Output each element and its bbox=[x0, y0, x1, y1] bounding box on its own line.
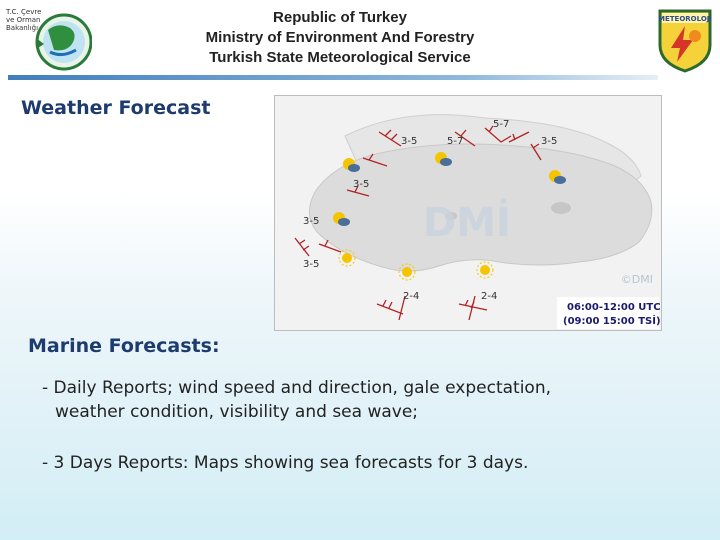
partly-cloudy-icon bbox=[435, 152, 452, 166]
weather-map-canvas: DMİ ©DMI bbox=[294, 114, 661, 329]
wind-label: 3-5 bbox=[541, 136, 557, 147]
ministry-logo: T.C. Çevre ve Orman Bakanlığı bbox=[6, 8, 93, 72]
wind-label: 3-5 bbox=[353, 179, 369, 190]
wind-label: 2-4 bbox=[403, 291, 419, 302]
header-title: Republic of Turkey Ministry of Environme… bbox=[180, 8, 500, 68]
wind-label: 3-5 bbox=[401, 136, 417, 147]
meteorology-emblem-icon bbox=[658, 9, 712, 73]
weather-icons bbox=[333, 152, 566, 281]
sunny-icon bbox=[476, 261, 494, 279]
ministry-logo-text: T.C. Çevre ve Orman Bakanlığı bbox=[6, 8, 42, 32]
wind-label: 5-7 bbox=[493, 119, 509, 130]
header-title-line-1: Republic of Turkey bbox=[273, 9, 407, 26]
sunny-icon bbox=[338, 249, 356, 267]
header-divider bbox=[8, 75, 658, 80]
wind-barbs bbox=[294, 125, 542, 321]
partly-cloudy-icon bbox=[343, 158, 360, 172]
three-day-reports-item: - 3 Days Reports: Maps showing sea forec… bbox=[42, 451, 682, 475]
map-copyright: ©DMI bbox=[621, 273, 653, 286]
map-time-utc: 06:00-12:00 UTC bbox=[567, 302, 661, 313]
daily-reports-line-2: weather condition, visibility and sea wa… bbox=[55, 402, 419, 422]
ministry-emblem-icon bbox=[35, 13, 93, 71]
wind-label: 2-4 bbox=[481, 291, 497, 302]
wind-label: 5-7 bbox=[447, 136, 463, 147]
weather-forecast-title: Weather Forecast bbox=[21, 97, 211, 119]
meteorology-logo-text: METEOROLOJİ bbox=[658, 14, 712, 23]
map-time-tsi: (09:00 15:00 TSİ) bbox=[563, 313, 661, 327]
meteorology-logo: METEOROLOJİ bbox=[657, 8, 713, 74]
partly-cloudy-icon bbox=[549, 170, 566, 184]
header-title-line-3: Turkish State Meteorological Service bbox=[209, 49, 471, 66]
map-watermark: DMİ bbox=[423, 198, 511, 246]
wind-label: 3-5 bbox=[303, 216, 319, 227]
weather-map: DMİ ©DMI bbox=[274, 95, 662, 331]
daily-reports-line-1: - Daily Reports; wind speed and directio… bbox=[42, 378, 552, 398]
header: T.C. Çevre ve Orman Bakanlığı Republic o… bbox=[0, 0, 720, 82]
partly-cloudy-icon bbox=[333, 212, 350, 226]
header-title-line-2: Ministry of Environment And Forestry bbox=[205, 29, 475, 46]
daily-reports-item: - Daily Reports; wind speed and directio… bbox=[42, 376, 682, 424]
marine-forecasts-title: Marine Forecasts: bbox=[28, 335, 220, 357]
meteorology-logo-banner: METEOROLOJİ bbox=[658, 14, 712, 23]
three-day-reports-text: - 3 Days Reports: Maps showing sea forec… bbox=[42, 453, 529, 473]
sunny-icon bbox=[398, 263, 416, 281]
wind-label: 3-5 bbox=[303, 259, 319, 270]
